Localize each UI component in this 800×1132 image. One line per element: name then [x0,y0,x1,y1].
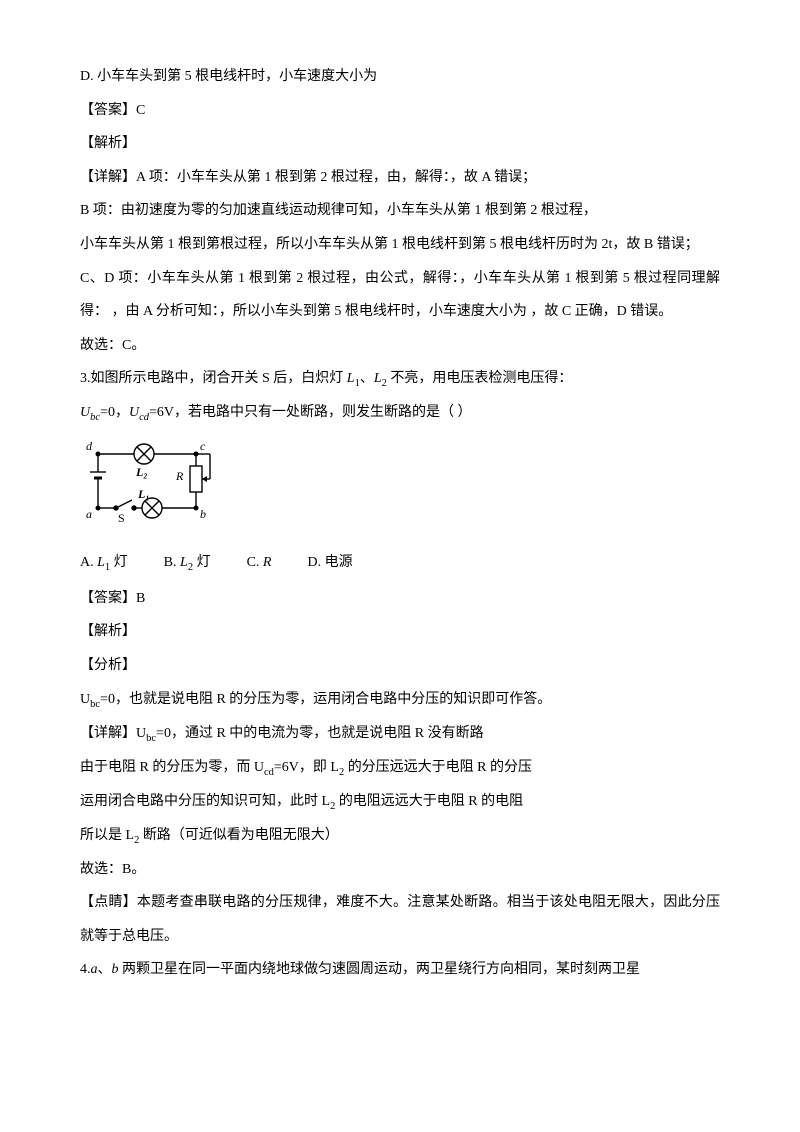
analysis-label: 【解析】 [80,127,720,161]
p16-a: 所以是 L [80,828,134,843]
q3-text-b: 不亮，用电压表检测电压得： [387,371,573,386]
q3-eq6: =6V，若电路中只有一处断路，则发生断路的是（ ） [149,405,472,420]
q3-detail-1: 【详解】Ubc=0，通过 R 中的电流为零，也就是说电阻 R 没有断路 [80,717,720,751]
q3-ubc-u: U [80,405,90,420]
circuit-label-r: R [175,469,184,483]
q3-sep: 、 [360,371,374,386]
p13-b: =0，通过 R 中的电流为零，也就是说电阻 R 没有断路 [156,726,484,741]
question-4-stem: 4.a、b 两颗卫星在同一平面内绕地球做匀速圆周运动，两卫星绕行方向相同，某时刻… [80,953,720,987]
choice-d: D. 电源 [307,546,352,580]
q3-ubc-sub: bc [90,412,100,423]
choice-c-pre: C. [247,555,263,570]
circuit-label-d: d [86,439,93,453]
circuit-label-a: a [86,507,92,521]
q4-sep: 、 [98,962,112,977]
conclusion-1: 故选：C。 [80,329,720,363]
p12-sub: bc [90,698,100,709]
q3-answer: 【答案】B [80,582,720,616]
choice-c-r: R [263,555,272,570]
p14-a: 由于电阻 R 的分压为零，而 U [80,760,264,775]
circuit-label-b: b [200,507,206,521]
p16-b: 断路（可近似看为电阻无限大） [139,828,339,843]
detail-b2: 小车车头从第 1 根到第根过程，所以小车车头从第 1 根电线杆到第 5 根电线杆… [80,228,720,262]
detail-a: 【详解】A 项：小车车头从第 1 根到第 2 根过程，由，解得：，故 A 错误； [80,161,720,195]
choice-a-l: L [97,555,105,570]
q3-eq0: =0， [100,405,129,420]
choice-b-pre: B. [164,555,180,570]
question-3-stem-line2: Ubc=0，Ucd=6V，若电路中只有一处断路，则发生断路的是（ ） [80,396,720,430]
answer-label: 【答案】C [80,94,720,128]
p13-a: 【详解】U [80,726,146,741]
q3-conclusion: 故选：B。 [80,853,720,887]
p15-a: 运用闭合电路中分压的知识可知，此时 L [80,794,330,809]
q3-ucd-sub: cd [139,412,149,423]
p13-sub: bc [146,732,156,743]
p14-b: =6V，即 L [274,760,339,775]
q3-tip: 【点睛】本题考查串联电路的分压规律，难度不大。注意某处断路。相当于该处电阻无限大… [80,886,720,953]
q3-l1: L [347,371,355,386]
q3-analysis-label: 【解析】 [80,615,720,649]
q3-l2: L [374,371,382,386]
q3-breakdown-label: 【分析】 [80,649,720,683]
circuit-label-c: c [200,439,206,453]
circuit-label-l2: L₂ [135,465,148,479]
circuit-label-l1: L₁ [137,487,150,501]
q4-text: 两颗卫星在同一平面内绕地球做匀速圆周运动，两卫星绕行方向相同，某时刻两卫星 [119,962,641,977]
circuit-diagram: d c a b S R L₁ L₂ [80,436,228,526]
choice-b-post: 灯 [193,555,211,570]
choice-c: C. R [247,546,272,580]
circuit-label-s: S [118,511,125,525]
detail-b: B 项：由初速度为零的匀加速直线运动规律可知，小车车头从第 1 根到第 2 根过… [80,194,720,228]
q3-detail-2: 由于电阻 R 的分压为零，而 Ucd=6V，即 L2 的分压远远大于电阻 R 的… [80,751,720,785]
p14-sub: cd [264,766,274,777]
p12-b: =0，也就是说电阻 R 的分压为零，运用闭合电路中分压的知识即可作答。 [100,692,551,707]
q3-detail-4: 所以是 L2 断路（可近似看为电阻无限大） [80,819,720,853]
choice-b: B. L2 灯 [164,546,211,580]
p15-b: 的电阻远远大于电阻 R 的电阻 [335,794,523,809]
q3-detail-3: 运用闭合电路中分压的知识可知，此时 L2 的电阻远远大于电阻 R 的电阻 [80,785,720,819]
q3-choices: A. L1 灯 B. L2 灯 C. R D. 电源 [80,546,720,580]
option-d-text: D. 小车车头到第 5 根电线杆时，小车速度大小为 [80,60,720,94]
p12-u: U [80,692,90,707]
detail-cd: C、D 项：小车车头从第 1 根到第 2 根过程，由公式，解得：，小车车头从第 … [80,262,720,329]
q4-a: a [91,962,98,977]
q3-ucd-u: U [129,405,139,420]
choice-b-l: L [180,555,188,570]
p14-c: 的分压远远大于电阻 R 的分压 [344,760,532,775]
choice-a: A. L1 灯 [80,546,128,580]
q3-text-a: 3.如图所示电路中，闭合开关 S 后，白炽灯 [80,371,347,386]
question-3-stem-line1: 3.如图所示电路中，闭合开关 S 后，白炽灯 L1、L2 不亮，用电压表检测电压… [80,362,720,396]
q4-num: 4. [80,962,91,977]
choice-a-post: 灯 [110,555,128,570]
q3-analysis-text: Ubc=0，也就是说电阻 R 的分压为零，运用闭合电路中分压的知识即可作答。 [80,683,720,717]
choice-a-pre: A. [80,555,97,570]
q4-b: b [112,962,119,977]
